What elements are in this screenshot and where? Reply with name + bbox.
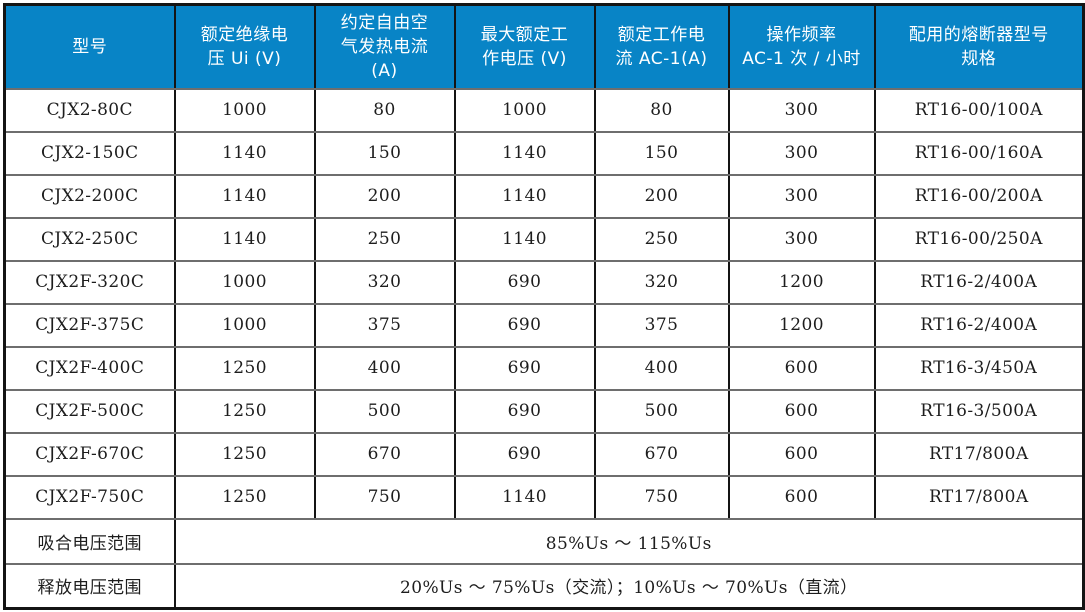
column-header-model: 型号: [3, 3, 176, 90]
value-cell: 600: [727, 345, 876, 391]
value-cell: 1000: [173, 259, 316, 305]
value-cell: 250: [313, 216, 456, 262]
value-cell: 300: [727, 216, 876, 262]
value-cell: 80: [313, 87, 456, 133]
release-voltage-label: 释放电压范围: [3, 562, 176, 610]
value-cell: 1140: [173, 130, 316, 176]
value-cell: 1250: [173, 388, 316, 434]
header-row: 型号 额定绝缘电 压 Ui (V) 约定自由空 气发热电流 (A) 最大额定工 …: [3, 3, 1085, 90]
model-cell: CJX2F-500C: [3, 388, 176, 434]
value-cell: 300: [727, 87, 876, 133]
value-cell: 670: [593, 431, 730, 477]
value-cell: 1000: [173, 87, 316, 133]
value-cell: 1250: [173, 345, 316, 391]
model-cell: CJX2-250C: [3, 216, 176, 262]
value-cell: 250: [593, 216, 730, 262]
value-cell: 375: [313, 302, 456, 348]
model-cell: CJX2F-375C: [3, 302, 176, 348]
value-cell: 375: [593, 302, 730, 348]
model-cell: CJX2F-400C: [3, 345, 176, 391]
value-cell: 300: [727, 130, 876, 176]
value-cell: RT16-2/400A: [873, 302, 1085, 348]
release-voltage-value: 20%Us ～ 75%Us（交流）；10%Us ～ 70%Us（直流）: [173, 562, 1085, 610]
value-cell: 1140: [453, 474, 596, 520]
value-cell: 300: [727, 173, 876, 219]
value-cell: RT16-00/250A: [873, 216, 1085, 262]
value-cell: RT16-3/500A: [873, 388, 1085, 434]
column-header-operating-frequency: 操作频率 AC-1 次 / 小时: [727, 3, 876, 90]
table-row: CJX2-200C 1140 200 1140 200 300 RT16-00/200A: [3, 173, 1085, 219]
model-cell: CJX2-150C: [3, 130, 176, 176]
value-cell: 1140: [453, 216, 596, 262]
value-cell: 500: [593, 388, 730, 434]
value-cell: 80: [593, 87, 730, 133]
table-row: CJX2-80C 1000 80 1000 80 300 RT16-00/100A: [3, 87, 1085, 133]
value-cell: 750: [593, 474, 730, 520]
table-row: CJX2F-400C 1250 400 690 400 600 RT16-3/450A: [3, 345, 1085, 391]
pickup-voltage-row: 吸合电压范围 85%Us ～ 115%Us: [3, 517, 1085, 565]
value-cell: 600: [727, 474, 876, 520]
value-cell: 1140: [453, 173, 596, 219]
value-cell: 1140: [173, 216, 316, 262]
table-footer: 吸合电压范围 85%Us ～ 115%Us 释放电压范围 20%Us ～ 75%…: [3, 517, 1085, 610]
model-cell: CJX2-80C: [3, 87, 176, 133]
value-cell: 320: [313, 259, 456, 305]
pickup-voltage-value: 85%Us ～ 115%Us: [173, 517, 1085, 565]
value-cell: 1200: [727, 259, 876, 305]
value-cell: 1200: [727, 302, 876, 348]
value-cell: 200: [313, 173, 456, 219]
value-cell: 600: [727, 388, 876, 434]
value-cell: 690: [453, 302, 596, 348]
value-cell: 1250: [173, 474, 316, 520]
column-header-rated-operational-current-ac1: 额定工作电 流 AC-1(A): [593, 3, 730, 90]
table-row: CJX2F-320C 1000 320 690 320 1200 RT16-2/400A: [3, 259, 1085, 305]
table-row: CJX2F-670C 1250 670 690 670 600 RT17/800A: [3, 431, 1085, 477]
pickup-voltage-label: 吸合电压范围: [3, 517, 176, 565]
value-cell: 200: [593, 173, 730, 219]
value-cell: RT17/800A: [873, 474, 1085, 520]
table-body: CJX2-80C 1000 80 1000 80 300 RT16-00/100A CJX2-…: [3, 87, 1085, 520]
value-cell: 150: [313, 130, 456, 176]
value-cell: 400: [593, 345, 730, 391]
value-cell: RT16-00/100A: [873, 87, 1085, 133]
table-header: 型号 额定绝缘电 压 Ui (V) 约定自由空 气发热电流 (A) 最大额定工 …: [3, 3, 1085, 90]
column-header-fuse-type-spec: 配用的熔断器型号 规格: [873, 3, 1085, 90]
value-cell: 690: [453, 259, 596, 305]
value-cell: RT16-2/400A: [873, 259, 1085, 305]
value-cell: RT16-00/160A: [873, 130, 1085, 176]
value-cell: 750: [313, 474, 456, 520]
value-cell: 1000: [173, 302, 316, 348]
table-row: CJX2F-750C 1250 750 1140 750 600 RT17/800A: [3, 474, 1085, 520]
value-cell: RT16-3/450A: [873, 345, 1085, 391]
value-cell: 1250: [173, 431, 316, 477]
model-cell: CJX2F-320C: [3, 259, 176, 305]
value-cell: 320: [593, 259, 730, 305]
value-cell: 690: [453, 388, 596, 434]
table-row: CJX2-150C 1140 150 1140 150 300 RT16-00/160A: [3, 130, 1085, 176]
value-cell: 690: [453, 345, 596, 391]
table-row: CJX2F-375C 1000 375 690 375 1200 RT16-2/400A: [3, 302, 1085, 348]
value-cell: 670: [313, 431, 456, 477]
value-cell: 690: [453, 431, 596, 477]
value-cell: 1140: [173, 173, 316, 219]
value-cell: 500: [313, 388, 456, 434]
column-header-rated-insulation-voltage: 额定绝缘电 压 Ui (V): [173, 3, 316, 90]
table-row: CJX2F-500C 1250 500 690 500 600 RT16-3/500A: [3, 388, 1085, 434]
value-cell: 1140: [453, 130, 596, 176]
value-cell: RT17/800A: [873, 431, 1085, 477]
column-header-max-rated-operational-voltage: 最大额定工 作电压 (V): [453, 3, 596, 90]
release-voltage-row: 释放电压范围 20%Us ～ 75%Us（交流）；10%Us ～ 70%Us（直…: [3, 562, 1085, 610]
value-cell: 150: [593, 130, 730, 176]
value-cell: 1000: [453, 87, 596, 133]
column-header-conventional-free-air-thermal-current: 约定自由空 气发热电流 (A): [313, 3, 456, 90]
value-cell: RT16-00/200A: [873, 173, 1085, 219]
value-cell: 600: [727, 431, 876, 477]
contactor-spec-table: 型号 额定绝缘电 压 Ui (V) 约定自由空 气发热电流 (A) 最大额定工 …: [3, 3, 1085, 610]
model-cell: CJX2F-750C: [3, 474, 176, 520]
value-cell: 400: [313, 345, 456, 391]
model-cell: CJX2-200C: [3, 173, 176, 219]
table-row: CJX2-250C 1140 250 1140 250 300 RT16-00/250A: [3, 216, 1085, 262]
model-cell: CJX2F-670C: [3, 431, 176, 477]
